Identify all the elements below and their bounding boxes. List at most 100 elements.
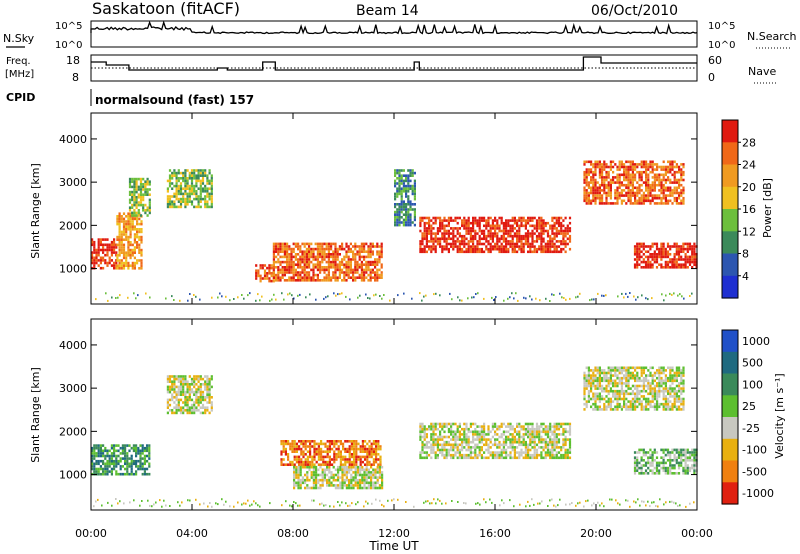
velocity-echo-cell [148,449,151,453]
power-echo-cell [277,242,280,246]
velocity-echo-cell [119,467,122,471]
power-echo-cell [261,264,264,267]
velocity-echo-cell [126,457,129,460]
velocity-echo-cell [372,440,375,443]
power-echo-cell [535,229,539,233]
velocity-echo-cell [555,443,558,447]
velocity-echo-cell [339,465,342,469]
power-echo-cell [283,271,286,274]
velocity-echo-cell [592,369,595,372]
power-echo-cell [555,219,558,222]
power-echo-cell [131,261,134,265]
power-echo-cell [680,247,683,251]
velocity-echo-cell [583,374,586,377]
velocity-echo-cell [113,459,116,463]
power-echo-cell [653,258,656,261]
power-echo-cell [286,260,289,264]
power-echo-cell [127,243,130,247]
power-echo-cell [549,224,552,228]
velocity-echo-cell [456,425,459,428]
cpid-text: normalsound (fast) 157 [95,93,254,107]
power-echo-cell [640,170,643,174]
power-echo-cell [594,181,597,184]
power-echo-cell [394,205,397,209]
velocity-echo-cell [302,450,305,453]
power-echo-cell [336,250,339,253]
power-echo-cell [507,232,510,235]
power-echo-cell [108,261,111,265]
power-echo-cell [666,263,670,266]
power-echo-cell [520,216,523,220]
power-echo-cell [199,205,202,209]
power-echo-cell [445,247,448,251]
velocity-echo-cell [456,446,459,449]
power-echo-cell [633,258,637,261]
power-echo-cell [535,221,539,225]
power-echo-cell [618,178,621,182]
power-echo-cell [601,181,604,184]
velocity-echo-cell [443,440,446,444]
velocity-echo-cell [609,408,612,411]
power-echo-cell [527,216,530,220]
velocity-echo-cell [609,400,612,403]
velocity-echo-cell [566,430,569,434]
velocity-echo-cell [587,374,590,377]
velocity-echo-cell [315,478,318,482]
velocity-echo-cell [206,393,209,396]
power-echo-cell [330,253,333,256]
velocity-echo-cell [472,456,475,460]
power-echo-cell [303,273,306,277]
velocity-echo-cell [458,430,461,434]
power-echo-cell [647,176,650,179]
power-echo-cell [334,273,337,277]
velocity-echo-cell [498,456,501,460]
power-echo-cell [197,171,200,175]
power-echo-cell [616,168,619,171]
power-echo-cell [434,247,437,251]
velocity-echo-cell [293,486,296,490]
power-echo-cell [502,240,505,243]
power-echo-cell [131,264,134,267]
velocity-echo-cell [465,448,468,452]
power-echo-cell [405,221,408,224]
power-echo-cell [371,271,374,274]
velocity-echo-cell [480,425,483,428]
velocity-echo-cell [425,427,428,431]
velocity-echo-cell [511,446,514,449]
velocity-echo-cell [549,422,552,426]
velocity-echo-cell [332,476,335,479]
velocity-echo-cell [168,388,172,391]
velocity-echo-cell [513,456,516,460]
power-echo-cell [360,255,363,259]
power-echo-cell [623,199,626,203]
power-echo-cell [480,237,483,241]
power-echo-cell [598,191,601,195]
velocity-echo-cell [450,448,453,452]
power-echo-cell [405,195,408,198]
power-echo-cell [522,216,525,220]
velocity-echo-cell [564,427,567,431]
power-echo-cell [592,183,595,187]
power-echo-cell [343,255,346,259]
power-echo-cell [303,268,306,272]
velocity-echo-cell [135,454,138,458]
velocity-echo-cell [609,397,612,401]
power-echo-cell [527,237,530,241]
power-echo-cell [566,237,569,241]
velocity-echo-cell [173,380,176,383]
power-echo-cell [268,264,271,267]
power-echo-cell [316,253,319,256]
power-echo-cell [428,216,431,220]
velocity-echo-cell [319,465,322,469]
power-echo-cell [118,220,121,223]
velocity-echo-cell [544,427,547,431]
power-echo-cell [627,189,630,192]
power-echo-cell [629,173,632,177]
velocity-echo-cell [348,445,351,448]
velocity-echo-cell [106,472,109,476]
velocity-echo-cell [197,403,200,407]
velocity-echo-cell [135,470,138,473]
power-echo-cell [177,187,180,190]
power-echo-cell [524,219,527,222]
velocity-echo-cell [461,427,464,431]
